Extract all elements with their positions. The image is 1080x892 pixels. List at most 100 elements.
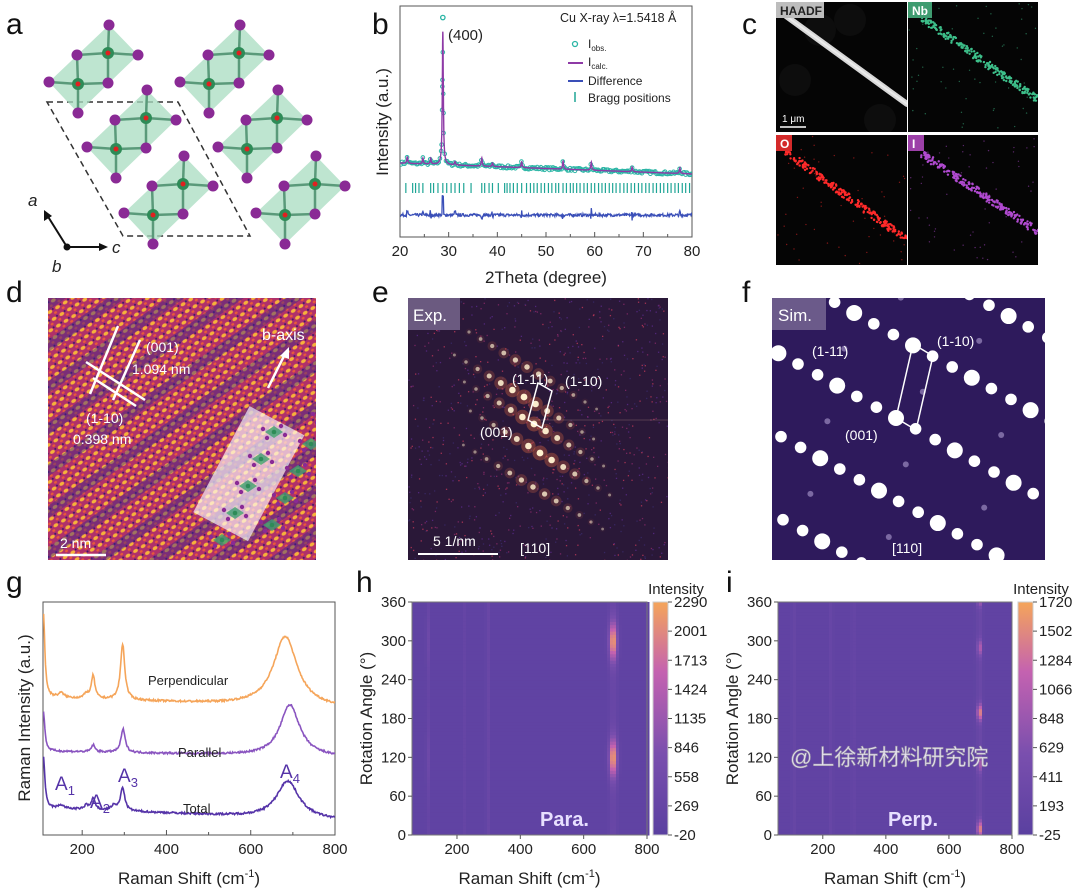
heatmap-cell bbox=[484, 802, 488, 807]
heatmap-cell bbox=[493, 779, 497, 784]
heatmap-cell bbox=[424, 631, 428, 635]
heatmap-cell bbox=[415, 708, 419, 713]
heatmap-cell bbox=[415, 660, 419, 664]
noise-pixel bbox=[603, 325, 606, 328]
x-axis-label: Raman Shift (cm-1) bbox=[118, 868, 260, 888]
heatmap-cell bbox=[412, 653, 416, 658]
heatmap-cell bbox=[481, 718, 485, 723]
heatmap-cell bbox=[484, 809, 488, 813]
heatmap-cell bbox=[424, 828, 428, 833]
noise-pixel bbox=[651, 385, 654, 387]
heatmap-cell bbox=[472, 812, 476, 817]
noise-dot bbox=[995, 188, 997, 190]
heatmap-cell bbox=[490, 611, 494, 616]
heatmap-cell bbox=[454, 712, 458, 716]
heatmap-cell bbox=[469, 689, 473, 694]
heatmap-cell bbox=[433, 650, 437, 655]
diffraction-spot bbox=[946, 361, 958, 373]
heatmap-cell bbox=[496, 831, 500, 836]
heatmap-cell bbox=[427, 773, 431, 778]
heatmap-cell bbox=[502, 734, 506, 739]
oxygen-atom bbox=[274, 115, 280, 121]
noise-pixel bbox=[454, 476, 456, 478]
heatmap-cell bbox=[496, 627, 500, 632]
heatmap-cell bbox=[418, 767, 422, 771]
heatmap-cell bbox=[454, 786, 458, 791]
heatmap-cell bbox=[448, 621, 452, 626]
heatmap-cell bbox=[451, 831, 455, 836]
heatmap-cell bbox=[430, 779, 434, 784]
diffraction-spot bbox=[887, 328, 900, 341]
noise-pixel bbox=[500, 540, 502, 542]
noise-pixel bbox=[498, 512, 500, 514]
noise-pixel bbox=[496, 475, 498, 477]
heatmap-cell bbox=[466, 812, 470, 817]
heatmap-cell bbox=[472, 621, 476, 626]
heatmap-cell bbox=[490, 637, 494, 642]
signal-dot bbox=[929, 21, 933, 24]
heatmap-cell bbox=[499, 734, 503, 739]
noise-pixel bbox=[587, 472, 589, 474]
heatmap-cell bbox=[472, 679, 476, 684]
heatmap-cell bbox=[439, 744, 443, 749]
heatmap-cell bbox=[430, 792, 434, 797]
heatmap-cell bbox=[448, 608, 452, 613]
noise-dot bbox=[969, 154, 971, 156]
signal-dot bbox=[937, 160, 940, 163]
heatmap-cell bbox=[496, 634, 500, 639]
noise-dot bbox=[922, 66, 924, 68]
heatmap-cell bbox=[496, 757, 500, 762]
noise-pixel bbox=[585, 379, 587, 382]
noise-pixel bbox=[567, 467, 569, 470]
heatmap-cell bbox=[454, 731, 458, 736]
heatmap-cell bbox=[460, 608, 464, 613]
signal-dot bbox=[977, 187, 981, 190]
noise-pixel bbox=[506, 487, 508, 489]
heatmap-cell bbox=[475, 799, 479, 804]
heatmap-cell bbox=[466, 673, 470, 677]
heatmap-cell bbox=[490, 618, 494, 622]
heatmap-cell bbox=[475, 818, 479, 823]
signal-dot bbox=[994, 205, 998, 208]
heatmap-cell bbox=[451, 669, 455, 674]
support-hole bbox=[864, 104, 896, 132]
heatmap-cell bbox=[430, 747, 434, 752]
heatmap-cell bbox=[445, 669, 449, 674]
heatmap-cell bbox=[481, 805, 485, 810]
heatmap-cell bbox=[472, 624, 476, 629]
heatmap-cell bbox=[478, 809, 482, 813]
heatmap-cell bbox=[454, 634, 458, 639]
noise-pixel bbox=[578, 326, 581, 329]
heatmap-cell bbox=[475, 624, 479, 629]
heatmap-cell bbox=[448, 663, 452, 668]
heatmap-cell bbox=[505, 624, 509, 629]
heatmap-cell bbox=[415, 618, 419, 622]
signal-dot bbox=[987, 201, 991, 204]
heatmap-cell bbox=[427, 686, 431, 690]
noise-dot bbox=[945, 145, 948, 148]
noise-pixel bbox=[422, 559, 425, 560]
noise-pixel bbox=[590, 390, 593, 392]
heatmap-cell bbox=[445, 731, 449, 736]
heatmap-cell bbox=[457, 650, 461, 655]
heatmap-cell bbox=[472, 718, 476, 723]
heatmap-cell bbox=[421, 666, 425, 671]
heatmap-cell bbox=[478, 799, 482, 804]
heatmap-cell bbox=[478, 695, 482, 700]
noise-pixel bbox=[539, 345, 541, 347]
heatmap-cell bbox=[463, 744, 467, 749]
diffraction-spot bbox=[485, 393, 490, 399]
spot-glow bbox=[461, 378, 468, 386]
heatmap-cell bbox=[457, 715, 461, 719]
heatmap-cell bbox=[433, 647, 437, 652]
heatmap-cell bbox=[412, 660, 416, 664]
heatmap-cell bbox=[493, 783, 497, 787]
octahedron-pair bbox=[43, 19, 144, 119]
heatmap-cell bbox=[460, 812, 464, 817]
noise-pixel bbox=[459, 395, 462, 397]
noise-dot bbox=[968, 166, 970, 168]
heatmap-cell bbox=[439, 705, 443, 710]
heatmap-cell bbox=[442, 734, 446, 739]
heatmap-cell bbox=[457, 757, 461, 762]
heatmap-cell bbox=[460, 773, 464, 778]
